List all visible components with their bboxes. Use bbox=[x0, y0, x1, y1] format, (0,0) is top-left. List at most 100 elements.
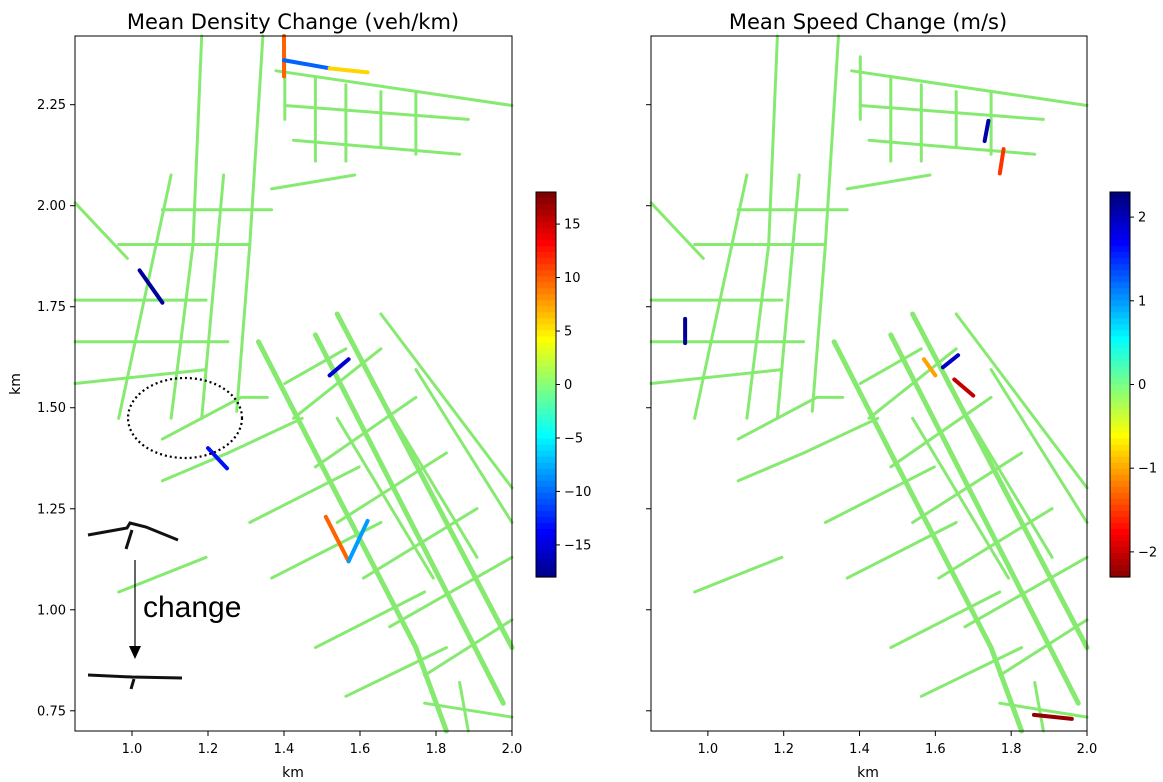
y-tick-label: 2.00 bbox=[37, 199, 66, 214]
density-axes: 1.0 1.2 1.4 1.6 1.8 2.0 0.75 1.00 1.25 1.50 1.75 2.… bbox=[37, 98, 522, 757]
colorbar-band bbox=[536, 240, 556, 247]
colorbar-band bbox=[536, 534, 556, 542]
colorbar-band bbox=[536, 396, 556, 404]
colorbar-band bbox=[1110, 210, 1130, 217]
colorbar-band bbox=[1110, 546, 1130, 554]
colorbar-band bbox=[536, 462, 556, 470]
colorbar-band bbox=[536, 228, 556, 235]
colorbar-tick-label: −10 bbox=[564, 485, 591, 500]
colorbar-band bbox=[536, 546, 556, 554]
colorbar-band bbox=[1110, 522, 1130, 530]
inset-before-shape bbox=[87, 521, 179, 542]
colorbar-band bbox=[536, 264, 556, 271]
colorbar-band bbox=[1110, 306, 1130, 313]
road-segment bbox=[802, 416, 880, 455]
highlight-segment bbox=[921, 357, 938, 378]
highlight-segment bbox=[1031, 712, 1074, 721]
road-segment bbox=[344, 646, 448, 698]
road-segment bbox=[810, 34, 840, 413]
colorbar-band bbox=[536, 258, 556, 265]
road-segment bbox=[693, 555, 784, 594]
colorbar-band bbox=[536, 504, 556, 512]
road-segment bbox=[458, 680, 470, 733]
colorbar-band bbox=[536, 348, 556, 356]
colorbar-band bbox=[536, 366, 556, 374]
colorbar-band bbox=[536, 270, 556, 277]
colorbar-band bbox=[1110, 480, 1130, 488]
road-segment bbox=[414, 368, 514, 524]
colorbar-band bbox=[536, 540, 556, 548]
colorbar-tick-label: 10 bbox=[564, 271, 581, 286]
colorbar-band bbox=[536, 294, 556, 301]
speed-title: Mean Speed Change (m/s) bbox=[729, 10, 1007, 34]
road-segment bbox=[867, 347, 958, 420]
colorbar-band bbox=[1110, 342, 1130, 350]
colorbar-band bbox=[536, 318, 556, 325]
colorbar-band bbox=[1110, 510, 1130, 518]
road-segment bbox=[388, 555, 514, 629]
colorbar-band bbox=[1110, 324, 1130, 331]
road-segment bbox=[379, 312, 514, 490]
x-tick-label: 1.4 bbox=[274, 742, 295, 757]
colorbar-band bbox=[1110, 216, 1130, 223]
road-segment bbox=[1033, 680, 1045, 733]
road-segment bbox=[283, 347, 348, 385]
colorbar-band bbox=[536, 246, 556, 253]
road-segment bbox=[313, 590, 427, 650]
road-segment bbox=[736, 395, 845, 441]
colorbar-band bbox=[1110, 348, 1130, 356]
road-segment bbox=[919, 646, 1024, 698]
road-segment bbox=[867, 138, 1037, 156]
road-segment bbox=[292, 347, 383, 420]
density-ylabel: km bbox=[8, 373, 24, 395]
y-tick-label: 2.25 bbox=[37, 98, 66, 113]
road-segment bbox=[823, 465, 936, 524]
colorbar-tick-label: 5 bbox=[564, 325, 572, 340]
colorbar-band bbox=[1110, 396, 1130, 404]
colorbar-band bbox=[1110, 192, 1130, 199]
speed-xlabel: km bbox=[857, 765, 879, 781]
x-tick-label: 1.2 bbox=[773, 742, 794, 757]
colorbar-tick-label: 1 bbox=[1138, 294, 1146, 309]
road-segment bbox=[335, 416, 435, 580]
colorbar-band bbox=[536, 330, 556, 337]
x-tick-label: 2.0 bbox=[1077, 742, 1098, 757]
colorbar-tick-label: 2 bbox=[1138, 211, 1146, 226]
colorbar-band bbox=[1110, 372, 1130, 380]
colorbar-band bbox=[536, 198, 556, 205]
colorbar-band bbox=[536, 342, 556, 350]
road-segment bbox=[911, 416, 1010, 580]
colorbar-band bbox=[536, 564, 556, 572]
colorbar-band bbox=[536, 486, 556, 494]
highlight-segment bbox=[327, 66, 370, 75]
x-tick-label: 1.8 bbox=[1001, 742, 1022, 757]
colorbar-band bbox=[536, 402, 556, 410]
x-tick-label: 1.0 bbox=[698, 742, 719, 757]
colorbar-band bbox=[1110, 300, 1130, 307]
colorbar-band bbox=[536, 426, 556, 434]
colorbar-tick-label: 15 bbox=[564, 218, 581, 233]
colorbar-band bbox=[536, 234, 556, 241]
colorbar-band bbox=[536, 468, 556, 476]
highlight-segment bbox=[997, 147, 1006, 176]
colorbar-band bbox=[1110, 552, 1130, 560]
colorbar-band bbox=[536, 420, 556, 428]
colorbar-band bbox=[536, 300, 556, 307]
inset-before-stub bbox=[124, 529, 134, 550]
colorbar-band bbox=[1110, 498, 1130, 506]
y-tick-label: 1.75 bbox=[37, 300, 66, 315]
change-inset: change bbox=[87, 376, 244, 690]
colorbar-band bbox=[1110, 426, 1130, 434]
road-segment bbox=[911, 451, 1024, 524]
colorbar-band bbox=[1110, 462, 1130, 470]
colorbar-band bbox=[536, 336, 556, 343]
colorbar-band bbox=[536, 558, 556, 566]
road-segment bbox=[946, 382, 1054, 559]
colorbar-band bbox=[1110, 558, 1130, 566]
colorbar-band bbox=[1110, 270, 1130, 277]
colorbar-band bbox=[536, 450, 556, 458]
road-segment bbox=[283, 104, 470, 121]
colorbar-band bbox=[536, 378, 556, 386]
colorbar-band bbox=[1110, 198, 1130, 205]
